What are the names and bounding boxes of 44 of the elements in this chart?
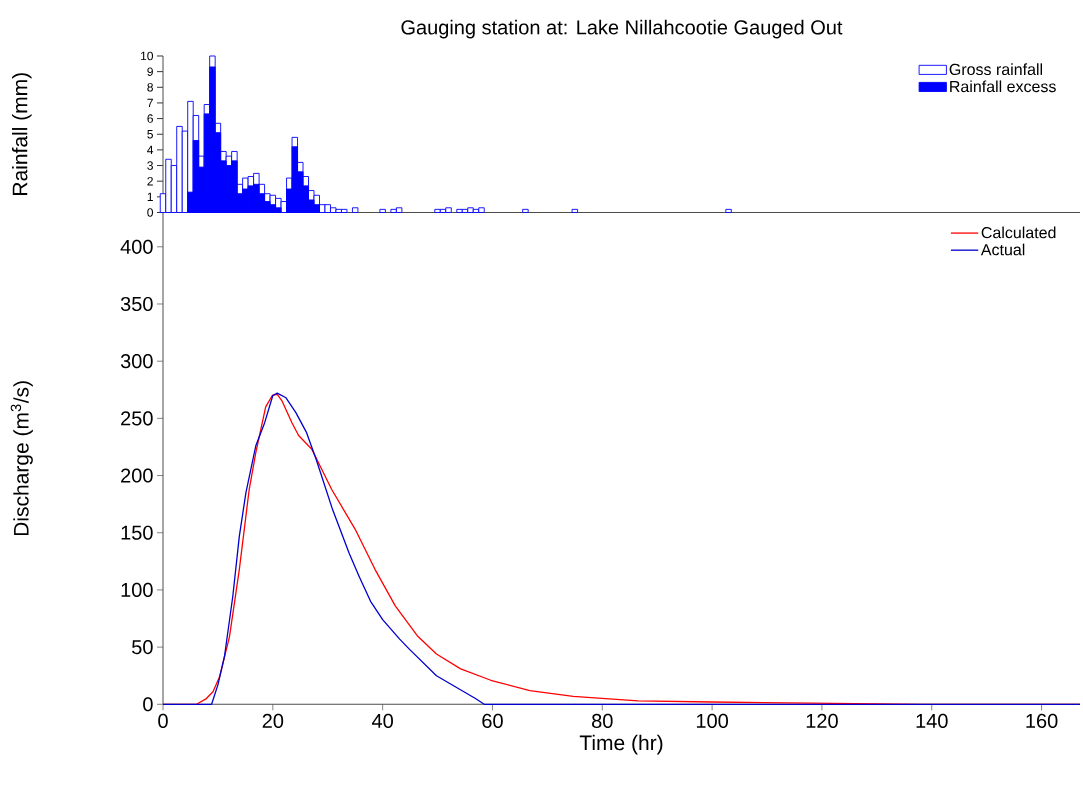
x-tick-label: 160 (1026, 713, 1058, 728)
y-tick-label: 6 (147, 114, 153, 123)
bar (725, 208, 732, 213)
y-tick-label: 2 (147, 177, 153, 186)
x-tick-label: 40 (371, 713, 393, 728)
y-tick-label: 50 (132, 640, 153, 655)
x-tick-label: 60 (482, 713, 503, 728)
legend-label: Rainfall excess (950, 80, 1056, 93)
legend-label: Actual (980, 243, 1025, 256)
bar (522, 208, 529, 213)
y-tick-label: 400 (120, 239, 153, 254)
y-tick-label: 0 (147, 208, 154, 217)
chart-title: Gauging station at: Lake Nillahcootie Gauged Out (401, 19, 843, 39)
y-tick-label: 250 (121, 411, 153, 426)
y-tick-label: 9 (147, 67, 153, 76)
x-tick-label: 120 (806, 713, 838, 728)
x-tick-label: 0 (158, 713, 168, 728)
y-tick-label: 7 (147, 98, 153, 108)
y-tick-label: 350 (120, 296, 153, 312)
x-tick-label: 140 (916, 713, 948, 728)
bar (434, 208, 441, 213)
y-tick-label: 4 (147, 145, 154, 155)
y-tick-label: 10 (141, 51, 154, 61)
bar (379, 208, 386, 213)
x-axis-title: Time (hr) (579, 734, 663, 755)
x-tick-label: 20 (262, 713, 284, 728)
x-tick-label: 100 (696, 713, 728, 728)
y-tick-label: 0 (143, 697, 153, 712)
y-tick-label: 5 (147, 130, 153, 139)
x-tick-label: 80 (592, 713, 613, 728)
y-tick-label: 150 (121, 525, 153, 540)
legend-label: Calculated (981, 226, 1056, 239)
legend-label: Gross rainfall (949, 63, 1043, 76)
y-tick-label: 1 (147, 192, 153, 201)
y-axis-title: Rainfall (mm) (12, 73, 32, 195)
y-tick-label: 3 (147, 161, 153, 170)
y-tick-label: 300 (120, 354, 153, 369)
y-tick-label: 8 (147, 83, 153, 92)
bar (571, 208, 579, 213)
y-tick-label: 100 (121, 582, 153, 597)
y-tick-label: 200 (121, 468, 153, 483)
y-axis-title: Discharge (m$^{3}$/s) (10, 381, 33, 536)
bar (456, 208, 463, 213)
bar (352, 207, 359, 213)
